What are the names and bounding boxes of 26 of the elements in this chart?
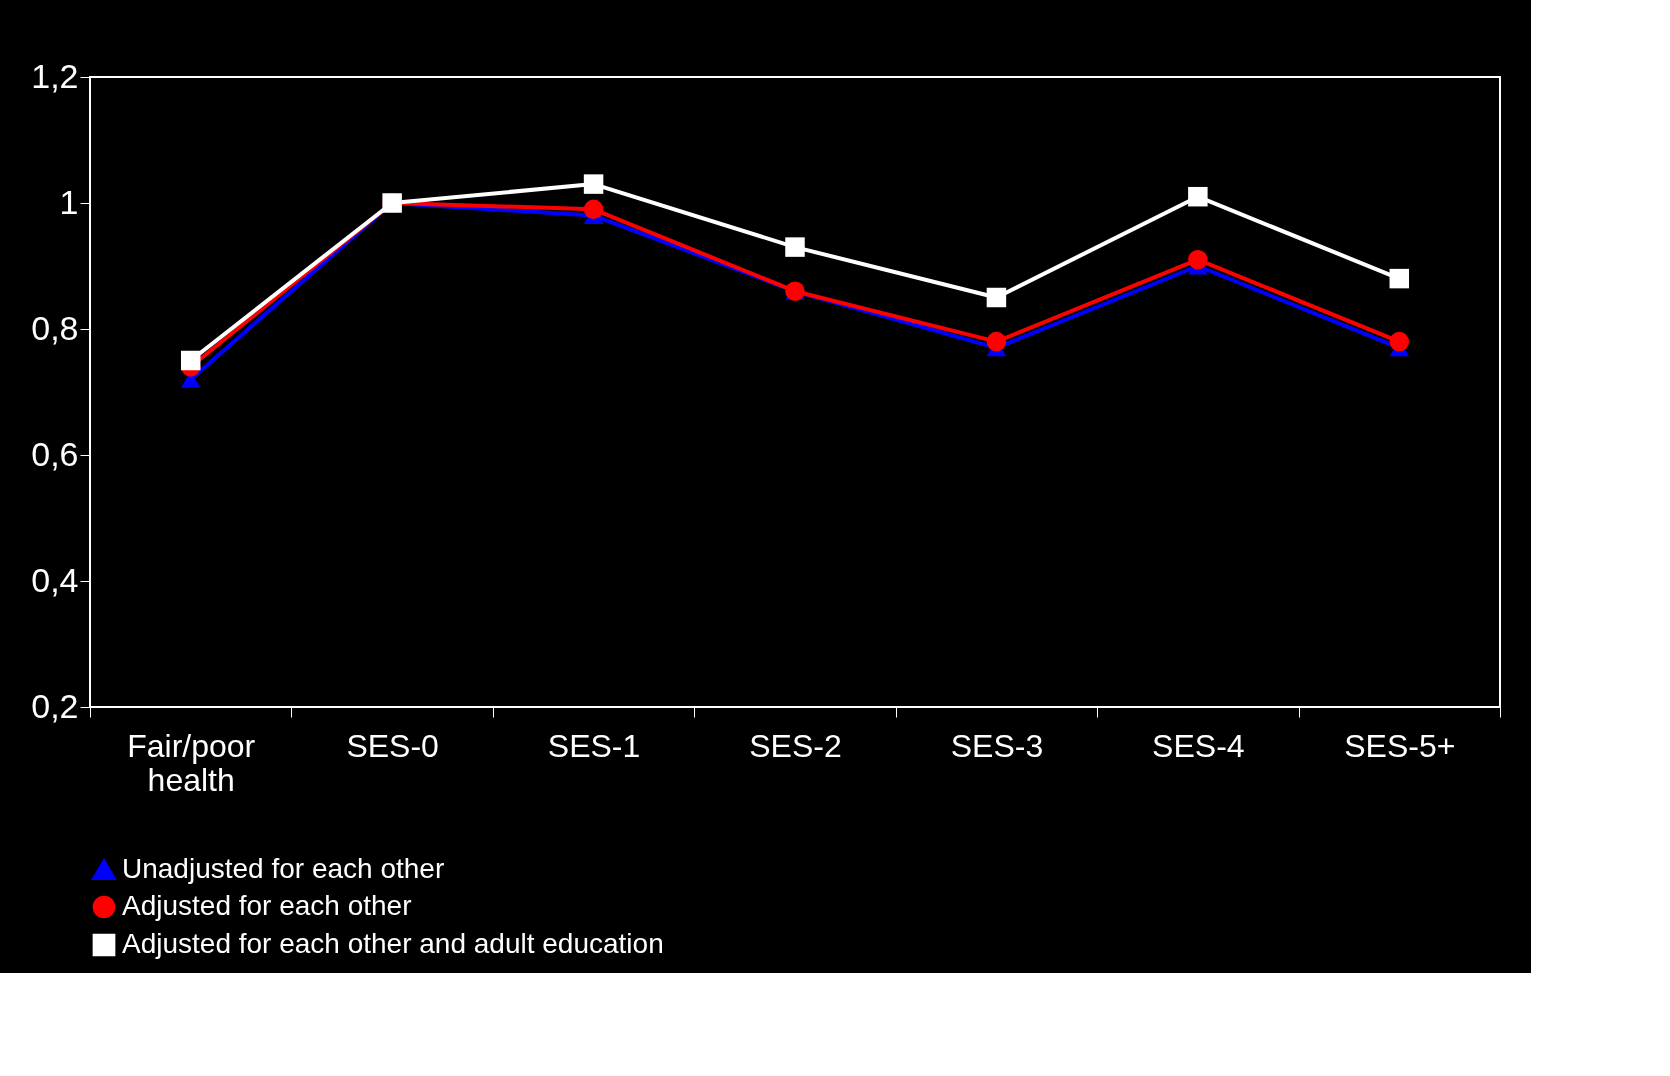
x-tick-label: SES-4 [1152,727,1245,764]
y-tick-label: 0,6 [31,434,79,473]
y-tick-label: 0,4 [31,560,79,599]
point [583,174,604,194]
point [986,331,1007,352]
x-tick-label: SES-0 [346,727,439,764]
y-tick-label: 0,8 [31,308,79,347]
x-tick-label: SES-1 [547,727,641,764]
legend-label: Adjusted for each other [122,890,412,921]
y-tick-label: 0,2 [31,686,79,725]
point [986,287,1007,308]
point [1389,331,1410,352]
point [1188,249,1208,270]
legend-label: Adjusted for each other and adult education [122,928,664,959]
y-tick-label: 1 [59,182,79,221]
point [1188,186,1208,207]
point [180,350,201,371]
x-tick-label: SES-3 [950,727,1044,764]
y-tick-label: 1,2 [31,56,79,95]
point [583,199,604,220]
x-tick-label: SES-2 [749,727,842,764]
x-tick-label: SES-5+ [1344,727,1456,764]
legend-label: Unadjusted for each other [122,853,445,884]
point [785,237,805,257]
point [1389,268,1410,289]
x-tick-label: Fair/poor health [127,727,256,798]
